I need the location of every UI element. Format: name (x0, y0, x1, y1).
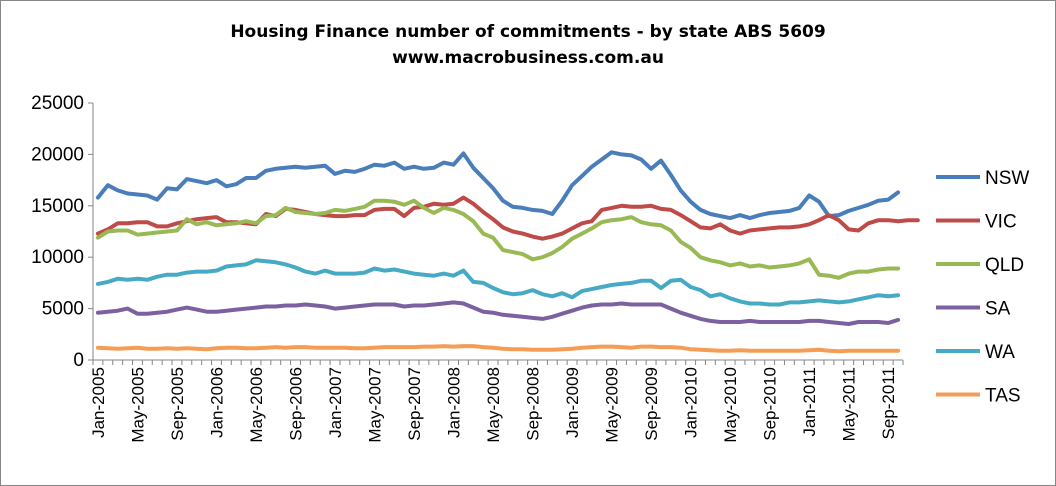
legend-label-nsw: NSW (985, 168, 1029, 189)
x-tick-label: May-2009 (603, 367, 622, 443)
x-tick-label: Jan-2010 (682, 367, 701, 438)
x-tick-label: May-2008 (484, 367, 503, 443)
x-tick-label: May-2005 (128, 367, 147, 443)
series-line-nsw (95, 150, 901, 221)
x-tick-label: Jan-2006 (207, 367, 226, 438)
x-tick-label: Sep-2008 (524, 367, 543, 441)
legend-label-tas: TAS (985, 386, 1021, 407)
y-axis-tick-labels: 0 5000 10000 15000 20000 25000 (31, 93, 84, 371)
x-tick-label: Sep-2006 (287, 367, 306, 441)
y-tick-label: 5000 (42, 299, 84, 320)
x-tick-label: Jan-2007 (326, 367, 345, 438)
series-line-tas (95, 344, 901, 354)
x-tick-label: May-2007 (366, 367, 385, 443)
x-axis-tick-labels: Jan-2005 May-2005 Sep-2005 Jan-2006 May-2006… (89, 367, 898, 443)
legend-label-vic: VIC (985, 212, 1017, 233)
chart-title: Housing Finance number of commitments - … (230, 22, 826, 42)
legend-label-wa: WA (985, 342, 1015, 363)
x-tick-label: Jan-2008 (445, 367, 464, 438)
x-tick-label: May-2006 (247, 367, 266, 443)
y-tick-label: 15000 (31, 196, 84, 217)
y-tick-label: 0 (73, 350, 84, 371)
series-line-wa (95, 258, 901, 307)
chart-subtitle: www.macrobusiness.com.au (392, 48, 664, 68)
x-tick-label: Sep-2007 (405, 367, 424, 441)
x-tick-label: Sep-2009 (642, 367, 661, 441)
legend: NSW VIC QLD SA WA TAS (936, 168, 1029, 407)
x-tick-label: Sep-2011 (879, 367, 898, 439)
legend-label-sa: SA (985, 299, 1011, 320)
legend-label-qld: QLD (985, 255, 1024, 276)
x-tick-label: May-2010 (721, 367, 740, 443)
x-tick-label: Sep-2005 (168, 367, 187, 441)
axes (88, 102, 904, 365)
y-tick-label: 20000 (31, 144, 84, 165)
series-line-sa (95, 300, 901, 326)
x-tick-label: Jan-2011 (800, 367, 819, 437)
x-tick-label: Jan-2009 (563, 367, 582, 438)
x-tick-label: Sep-2010 (761, 367, 780, 441)
y-tick-label: 25000 (31, 93, 84, 114)
x-tick-label: Jan-2005 (89, 367, 108, 438)
y-tick-label: 10000 (31, 247, 84, 268)
series-line-qld (95, 198, 901, 280)
series-lines (95, 150, 920, 354)
x-tick-label: May-2011 (840, 367, 859, 441)
